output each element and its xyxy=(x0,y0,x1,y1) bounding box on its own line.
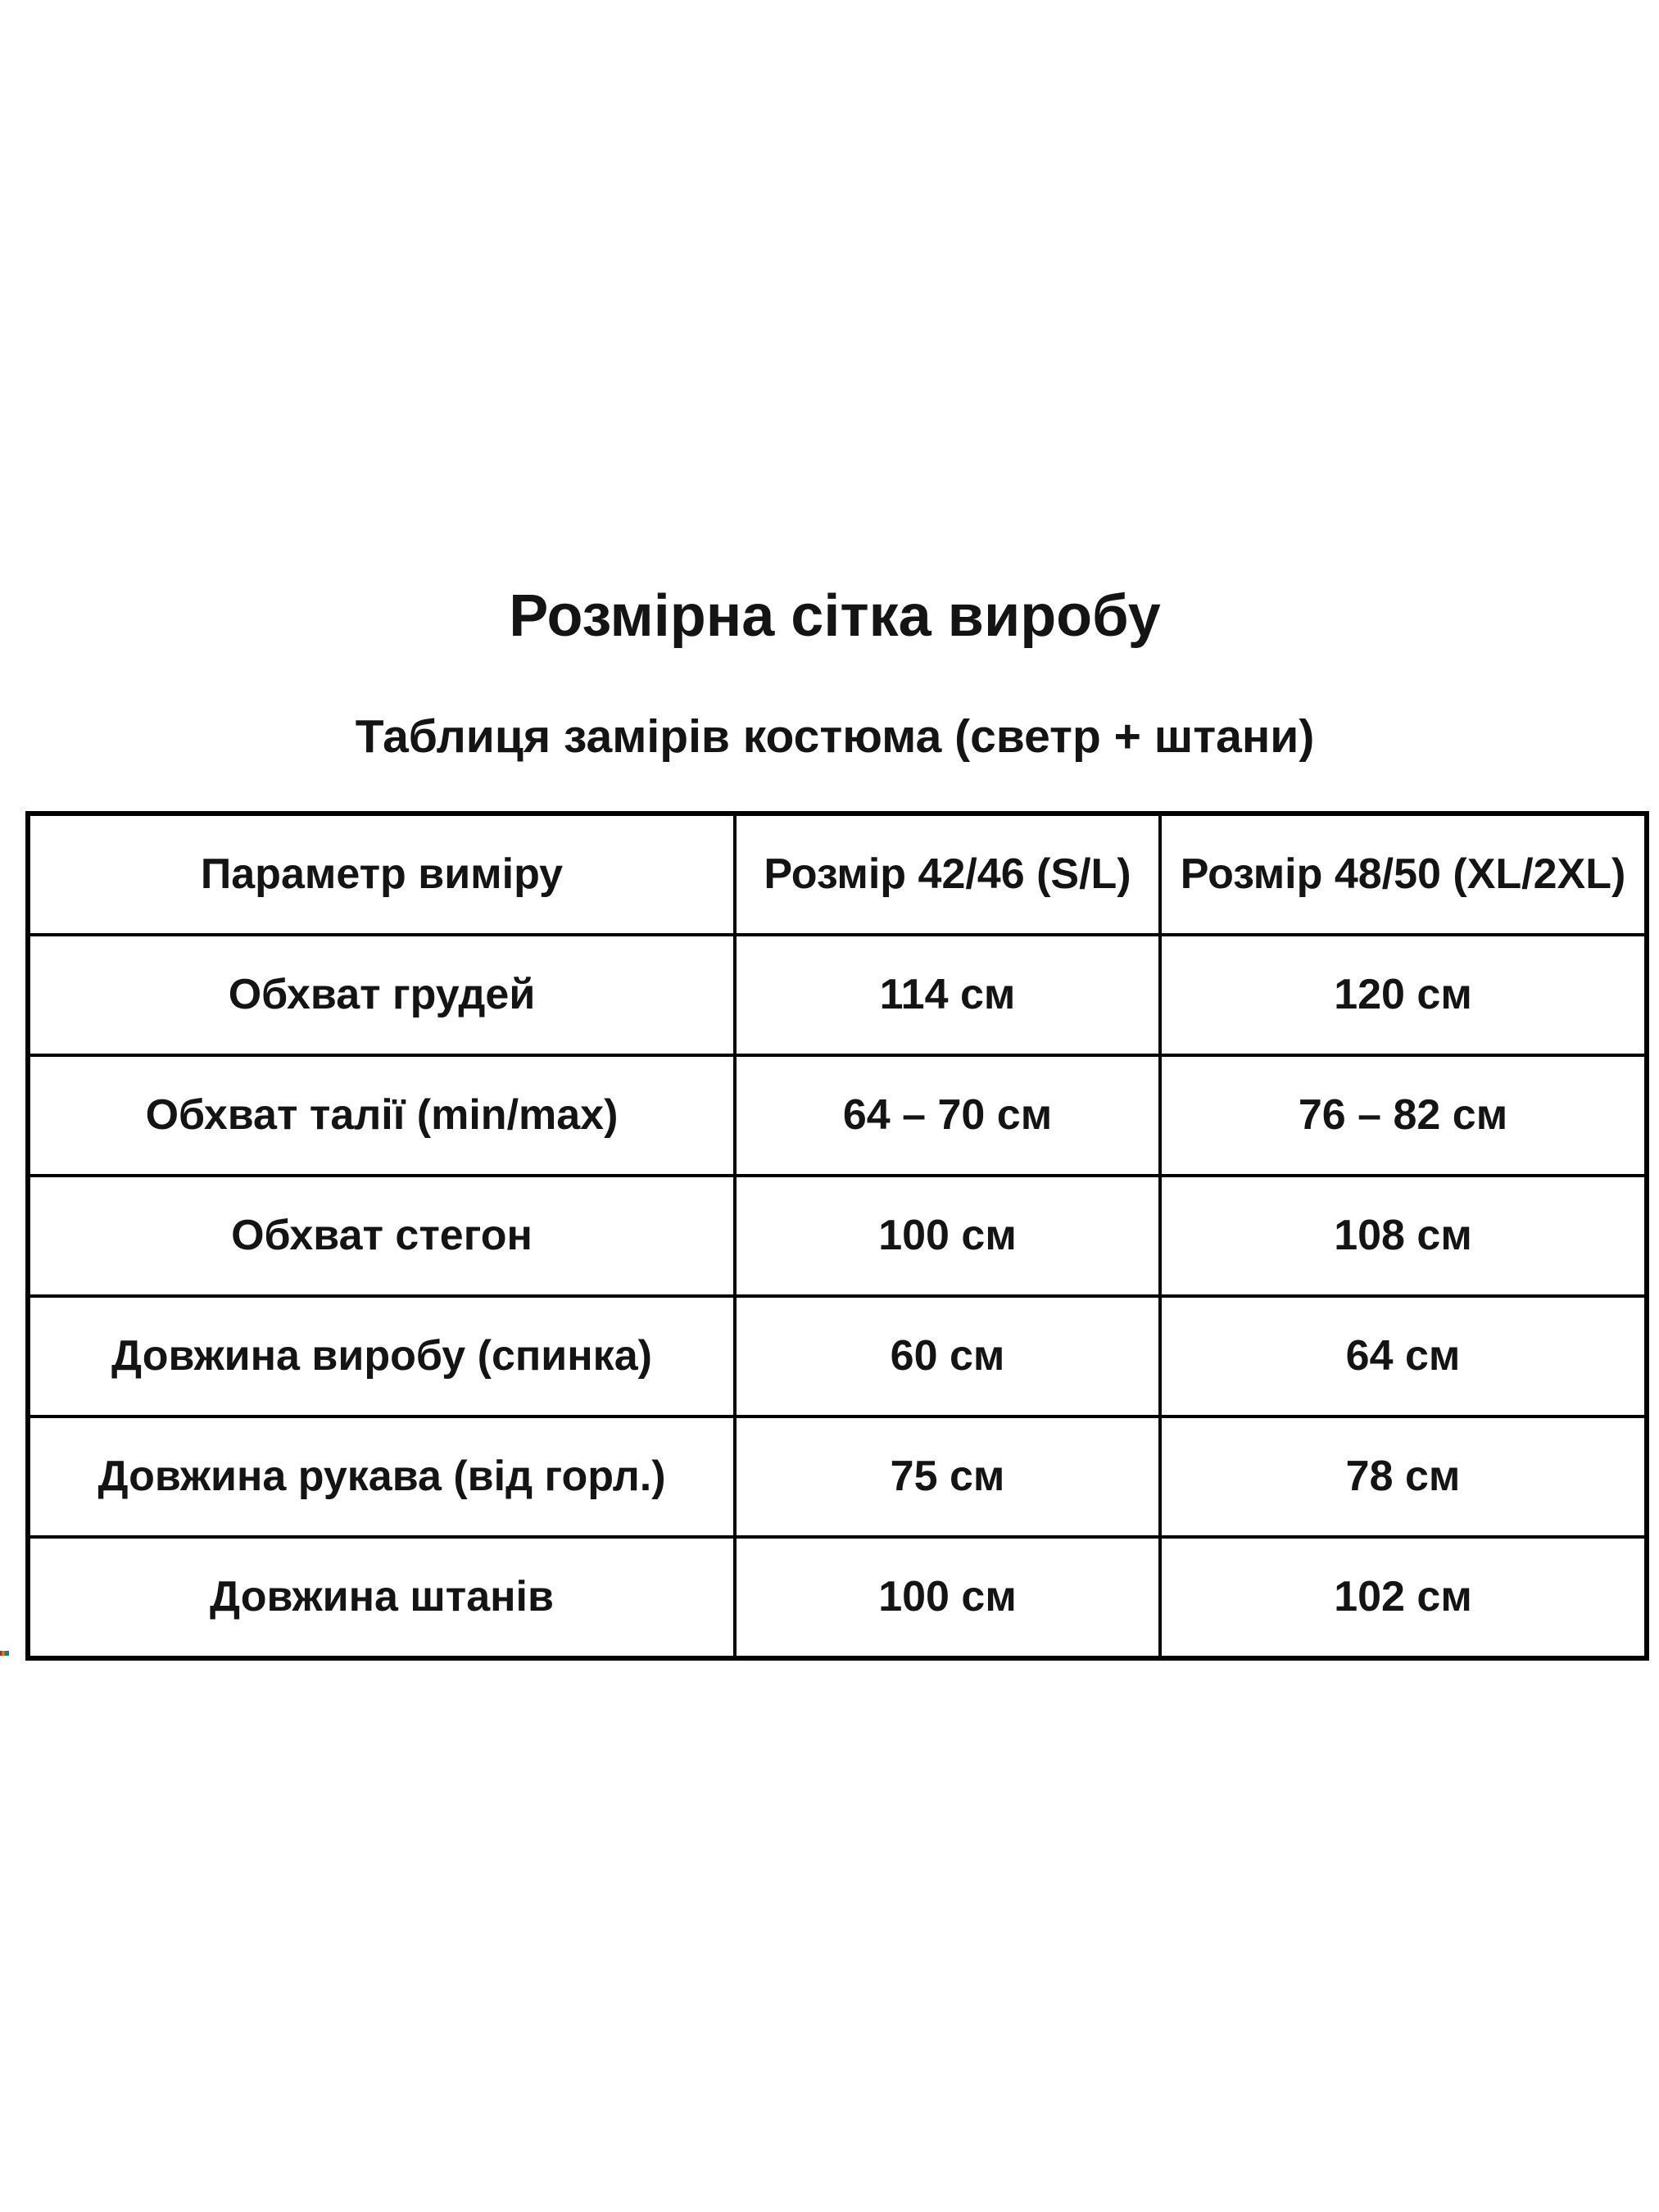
parameter-cell: Обхват грудей xyxy=(26,933,737,1057)
size-42-46-cell: 114 см xyxy=(733,933,1162,1057)
table-row: Обхват стегон 100 см 108 см xyxy=(26,1174,1648,1298)
size-chart-table: Параметр виміру Розмір 42/46 (S/L) Розмі… xyxy=(25,811,1649,1661)
table-row: Обхват талії (min/max) 64 – 70 см 76 – 8… xyxy=(26,1054,1648,1177)
column-header-size-48-50: Розмір 48/50 (XL/2XL) xyxy=(1158,812,1648,936)
parameter-cell: Довжина виробу (спинка) xyxy=(26,1294,737,1418)
size-42-46-cell: 64 – 70 см xyxy=(733,1054,1162,1177)
color-dash-artifact xyxy=(0,1651,9,1656)
table-caption: Таблиця замірів костюма (светр + штани) xyxy=(355,710,1315,763)
size-42-46-cell: 75 см xyxy=(733,1415,1162,1539)
column-header-size-42-46: Розмір 42/46 (S/L) xyxy=(733,812,1162,936)
table-row: Довжина рукава (від горл.) 75 см 78 см xyxy=(26,1415,1648,1539)
page-title: Розмірна сітка виробу xyxy=(509,583,1161,649)
size-48-50-cell: 120 см xyxy=(1158,933,1648,1057)
size-48-50-cell: 76 – 82 см xyxy=(1158,1054,1648,1177)
table-row: Довжина виробу (спинка) 60 см 64 см xyxy=(26,1294,1648,1418)
table-row: Довжина штанів 100 см 102 см xyxy=(26,1535,1648,1660)
size-48-50-cell: 64 см xyxy=(1158,1294,1648,1418)
size-42-46-cell: 60 см xyxy=(733,1294,1162,1418)
column-header-parameter: Параметр виміру xyxy=(26,812,737,936)
size-42-46-cell: 100 см xyxy=(733,1174,1162,1298)
parameter-cell: Довжина рукава (від горл.) xyxy=(26,1415,737,1539)
parameter-cell: Обхват талії (min/max) xyxy=(26,1054,737,1177)
size-48-50-cell: 108 см xyxy=(1158,1174,1648,1298)
table-row: Обхват грудей 114 см 120 см xyxy=(26,933,1648,1057)
parameter-cell: Довжина штанів xyxy=(26,1535,737,1660)
size-48-50-cell: 78 см xyxy=(1158,1415,1648,1539)
parameter-cell: Обхват стегон xyxy=(26,1174,737,1298)
size-48-50-cell: 102 см xyxy=(1158,1535,1648,1660)
table-header-row: Параметр виміру Розмір 42/46 (S/L) Розмі… xyxy=(26,812,1648,936)
size-42-46-cell: 100 см xyxy=(733,1535,1162,1660)
